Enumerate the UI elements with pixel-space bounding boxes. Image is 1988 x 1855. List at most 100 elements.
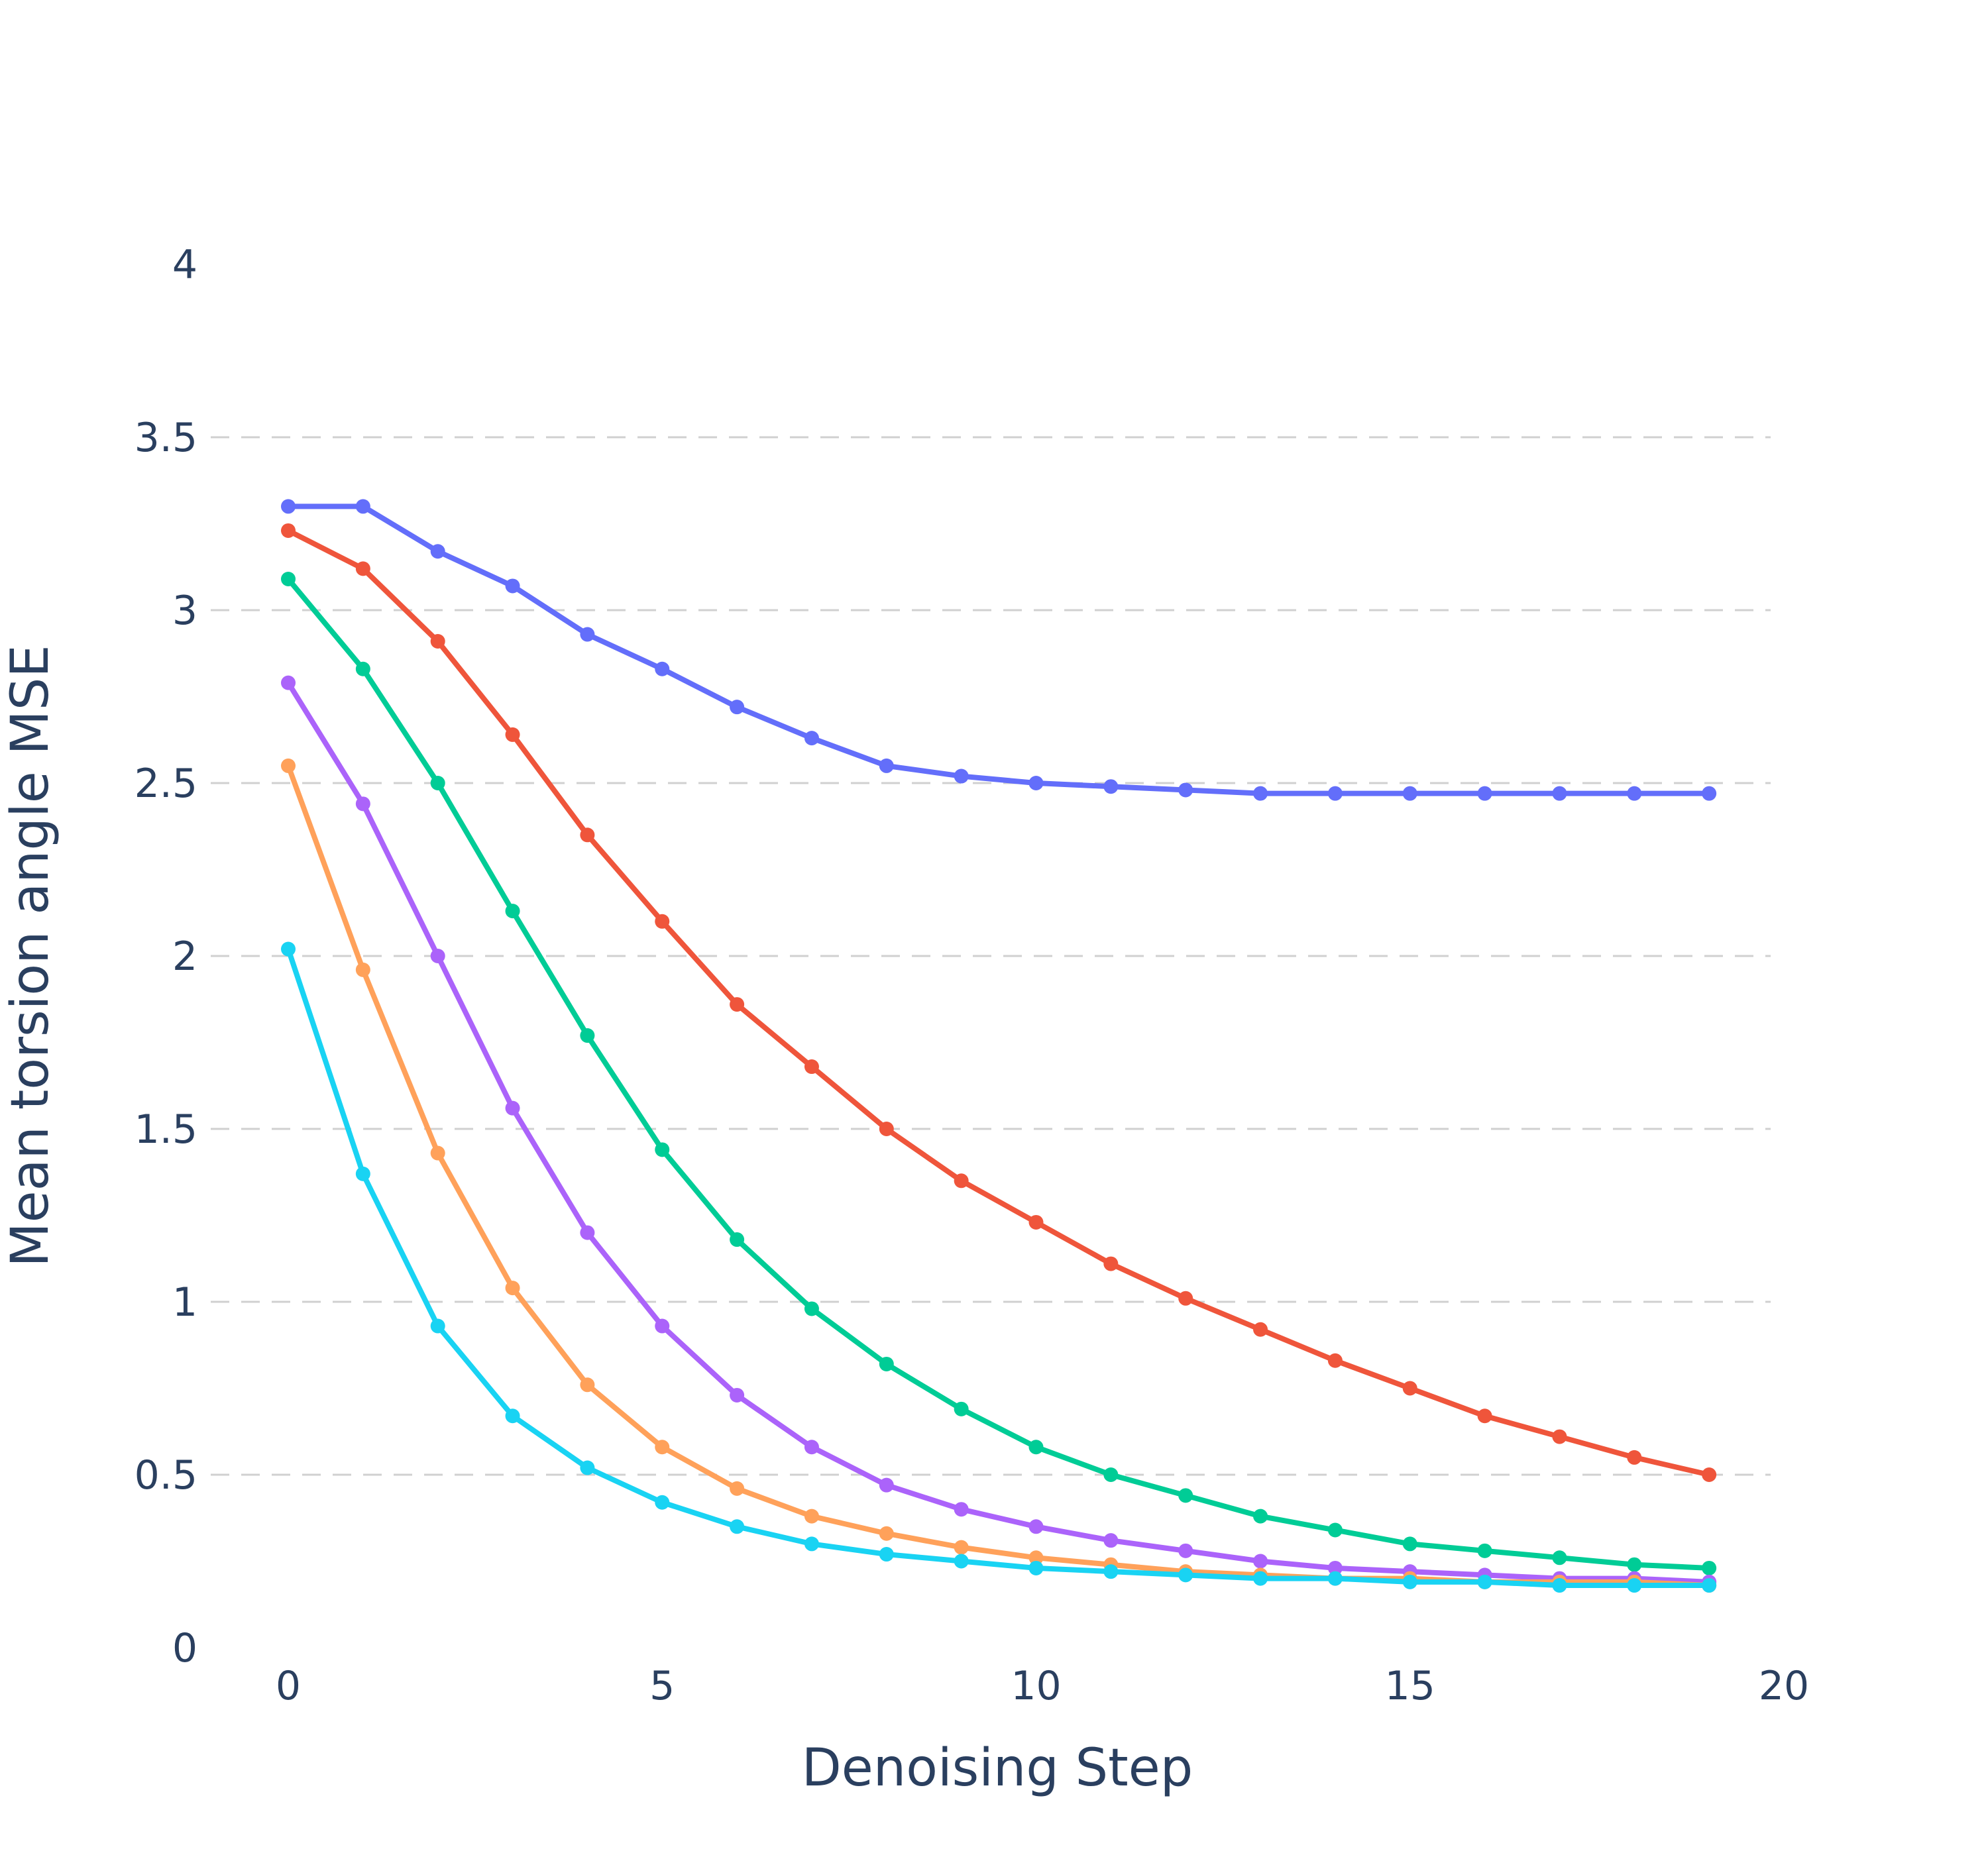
data-point (954, 1540, 969, 1555)
data-point (879, 758, 894, 773)
data-point (954, 1401, 969, 1416)
series-group (281, 499, 1717, 1593)
data-point (1402, 786, 1417, 801)
y-axis-title: Mean torsion angle MSE (1, 645, 60, 1267)
data-point (655, 661, 670, 676)
data-point (1702, 786, 1717, 801)
gridlines (211, 436, 1771, 1476)
series-line (288, 504, 1710, 796)
data-point (430, 544, 445, 559)
data-point (1477, 1574, 1492, 1589)
data-point (1627, 1450, 1642, 1465)
series-line (286, 681, 1710, 1585)
data-point (1178, 1488, 1193, 1503)
series-line (286, 577, 1710, 1571)
y-tick-label: 3.5 (135, 415, 197, 461)
data-point (804, 1301, 819, 1316)
data-point (580, 627, 595, 642)
data-point (1253, 786, 1268, 801)
data-point (1327, 786, 1343, 801)
data-point (505, 1281, 520, 1296)
data-point (804, 731, 819, 746)
data-point (730, 1481, 745, 1496)
data-point (1327, 1353, 1343, 1368)
series-5 (281, 941, 1717, 1593)
data-point (1477, 786, 1492, 801)
data-point (1253, 1322, 1268, 1337)
data-point (1253, 1554, 1268, 1569)
data-point (804, 1440, 819, 1455)
data-point (580, 827, 595, 843)
series-0 (281, 499, 1717, 801)
y-tick-label: 2.5 (135, 761, 197, 807)
data-point (879, 1526, 894, 1541)
y-tick-label: 3 (172, 588, 197, 634)
data-point (1103, 779, 1119, 794)
data-point (1402, 1574, 1417, 1589)
data-point (1627, 1578, 1642, 1593)
data-point (1402, 1381, 1417, 1396)
data-point (730, 1232, 745, 1247)
data-point (1702, 1560, 1717, 1575)
data-point (655, 1495, 670, 1510)
data-point (1103, 1533, 1119, 1548)
data-point (730, 1387, 745, 1403)
data-point (1627, 786, 1642, 801)
x-tick-label: 15 (1385, 1663, 1435, 1709)
data-point (355, 796, 370, 812)
data-point (1402, 1536, 1417, 1552)
data-point (1178, 1567, 1193, 1583)
data-point (1702, 1467, 1717, 1482)
data-point (430, 1145, 445, 1161)
data-point (954, 768, 969, 784)
data-point (430, 949, 445, 963)
y-tick-label: 1.5 (135, 1106, 197, 1153)
data-point (1178, 782, 1193, 798)
data-point (804, 1536, 819, 1552)
data-point (355, 499, 370, 514)
y-tick-label: 0.5 (135, 1452, 197, 1499)
data-point (1103, 1564, 1119, 1579)
data-point (655, 1142, 670, 1157)
data-point (1327, 1571, 1343, 1586)
data-point (1103, 1256, 1119, 1271)
y-tick-label: 4 (172, 242, 197, 288)
data-point (1327, 1522, 1343, 1538)
data-point (1253, 1509, 1268, 1524)
data-point (355, 561, 370, 576)
y-tick-label: 1 (172, 1279, 197, 1326)
y-tick-label: 0 (172, 1625, 197, 1671)
data-point (505, 578, 520, 594)
data-point (281, 758, 296, 773)
series-3 (281, 675, 1717, 1589)
data-point (1178, 1291, 1193, 1306)
data-point (1552, 1429, 1567, 1444)
data-point (1103, 1467, 1119, 1482)
series-1 (281, 523, 1717, 1482)
data-point (1028, 1440, 1044, 1455)
data-point (1253, 1571, 1268, 1586)
x-tick-label: 20 (1759, 1663, 1809, 1709)
data-point (879, 1477, 894, 1493)
y-tick-label: 2 (172, 933, 197, 980)
data-point (1028, 1560, 1044, 1575)
series-line (287, 528, 1710, 1477)
data-point (580, 1460, 595, 1475)
data-point (1327, 1560, 1343, 1575)
x-axis-ticks: 0 5 10 15 20 (276, 1663, 1809, 1709)
data-point (804, 1509, 819, 1524)
data-point (281, 523, 296, 538)
y-axis-ticks: 0 0.5 1 1.5 2 2.5 3 3.5 4 (135, 242, 197, 1671)
data-point (1627, 1557, 1642, 1572)
data-point (580, 1377, 595, 1393)
data-point (1702, 1578, 1717, 1593)
data-point (505, 904, 520, 919)
data-point (954, 1173, 969, 1189)
data-point (730, 1519, 745, 1534)
data-point (281, 941, 296, 957)
data-point (1552, 1550, 1567, 1565)
data-point (1028, 776, 1044, 790)
data-point (954, 1502, 969, 1517)
data-point (655, 1318, 670, 1334)
